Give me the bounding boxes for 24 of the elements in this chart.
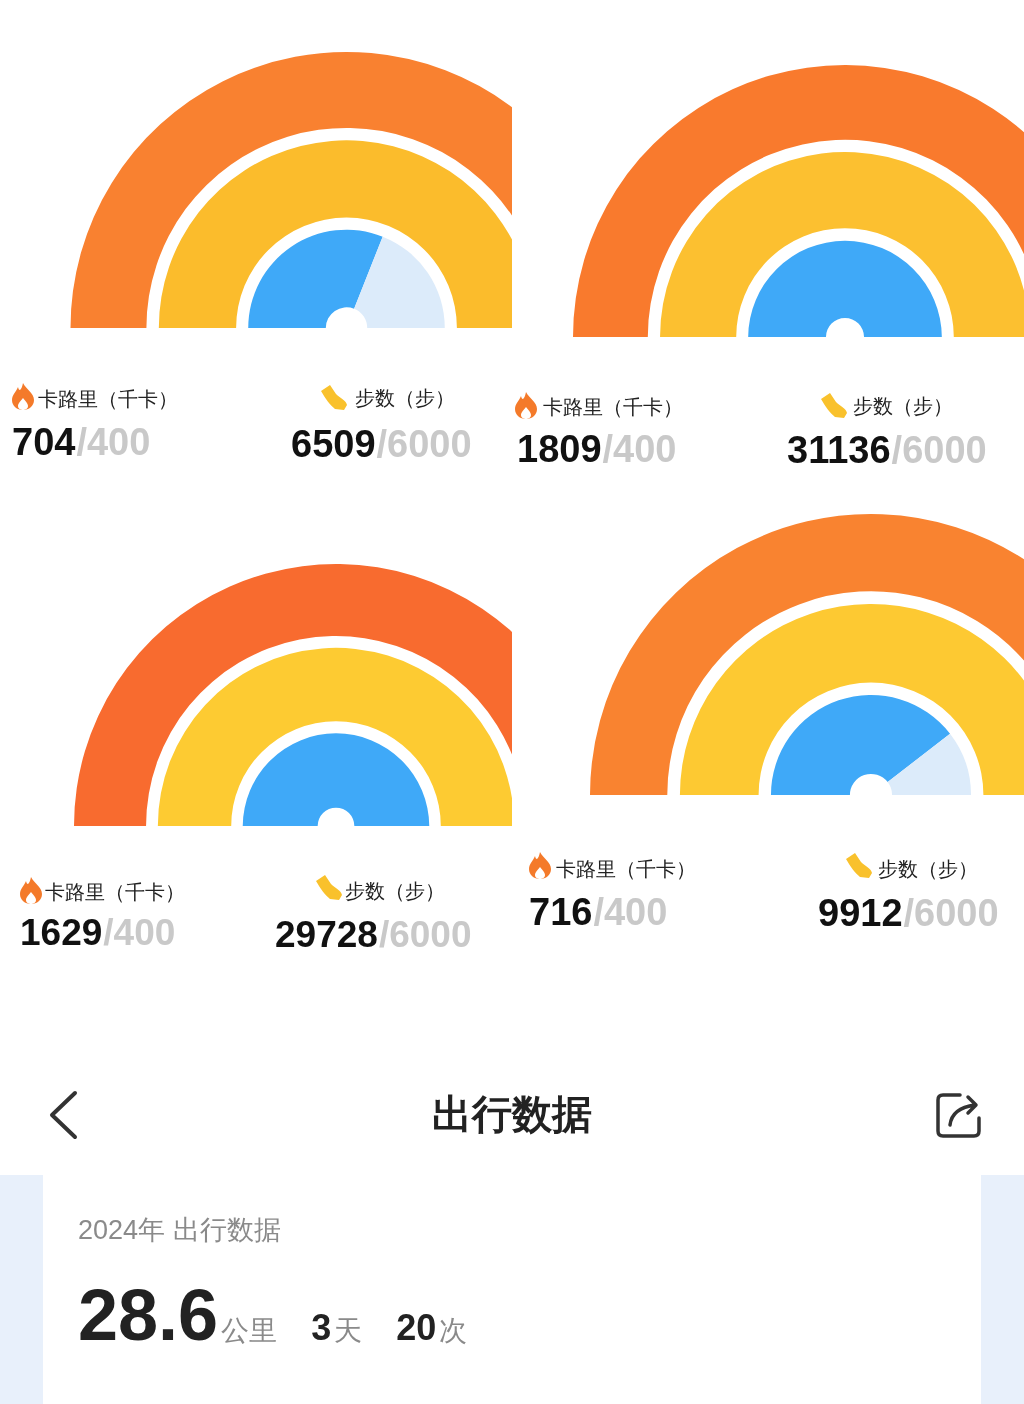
category-label: 步数（步） (355, 387, 455, 409)
category-label: 卡路里（千卡） (543, 396, 683, 418)
data-label: 28.6 (78, 1275, 219, 1355)
text: 出行数据 (432, 1092, 592, 1136)
data-label: 9912 (818, 892, 903, 934)
data-label: 31136 (787, 429, 891, 471)
category-label: 卡路里（千卡） (45, 881, 185, 903)
data-label: 6509 (291, 423, 376, 465)
category-label: 步数（步） (853, 395, 953, 417)
category-label: 卡路里（千卡） (38, 388, 178, 410)
category-label: 次 (439, 1315, 468, 1346)
data-label: 716 (529, 891, 593, 933)
category-label: 卡路里（千卡） (556, 858, 696, 880)
category-label: 公里 (221, 1315, 278, 1346)
category-label: 步数（步） (878, 858, 978, 880)
data-label: 29728 (275, 914, 378, 955)
data-label: 1809 (517, 428, 602, 470)
data-label: 704 (12, 421, 76, 463)
data-label: 20 (396, 1307, 437, 1348)
data-label: 3 (311, 1307, 332, 1348)
category-label: 天 (334, 1315, 363, 1346)
data-label: 1629 (20, 912, 103, 953)
text: 2024年 出行数据 (78, 1215, 281, 1245)
category-label: 步数（步） (345, 880, 445, 902)
